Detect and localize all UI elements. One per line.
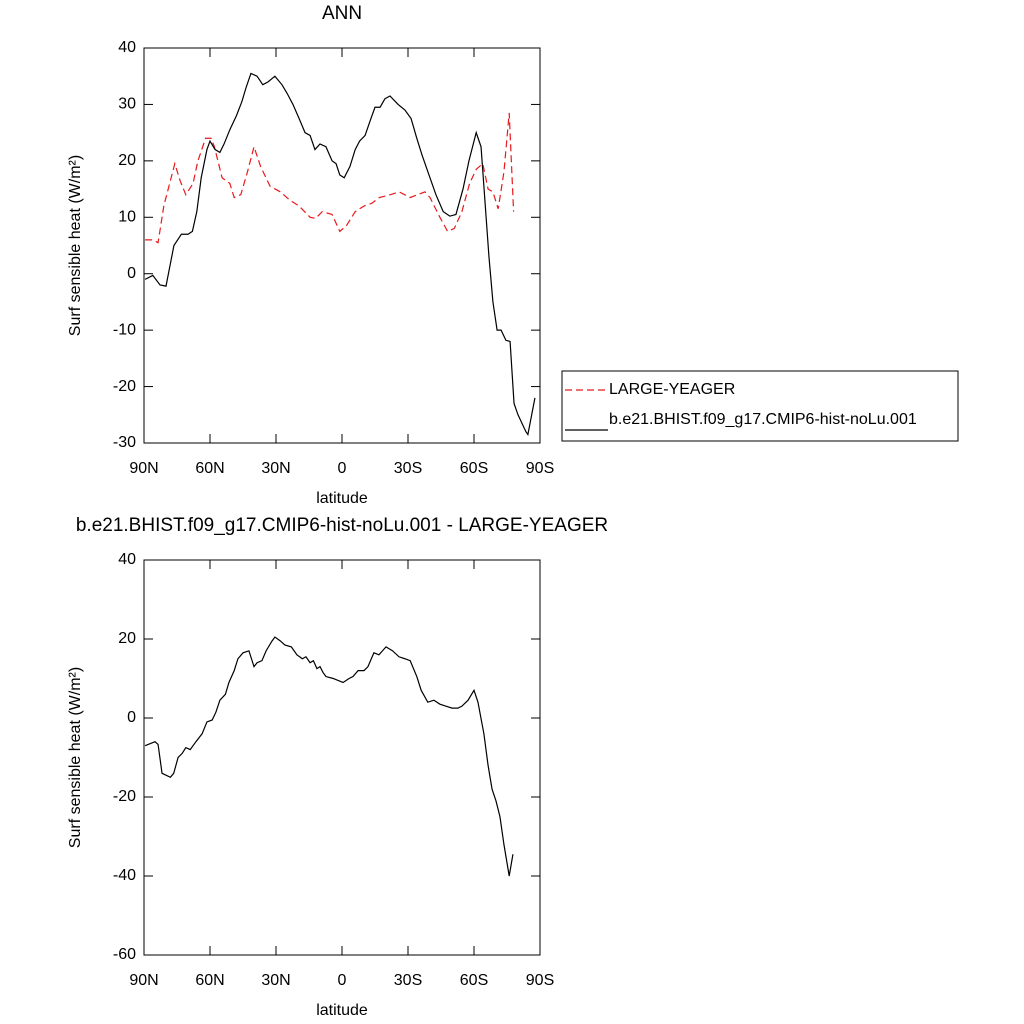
data-line — [144, 636, 514, 877]
y-tick-label: -60 — [113, 946, 136, 963]
y-tick-label: -20 — [113, 788, 136, 805]
plot-frame — [143, 47, 541, 444]
x-tick-label: 90N — [129, 972, 158, 989]
y-tick-label: 20 — [118, 152, 136, 169]
x-tick-label: 60N — [195, 972, 224, 989]
x-tick-label: 0 — [338, 972, 347, 989]
x-tick-label: 30N — [261, 460, 290, 477]
x-tick-label: 90S — [526, 972, 554, 989]
y-tick-label: 30 — [118, 96, 136, 113]
y-axis-label: Surf sensible heat (W/m²) — [67, 667, 84, 848]
y-tick-label: -10 — [113, 321, 136, 338]
x-tick-label: 0 — [338, 460, 347, 477]
x-tick-label: 30S — [394, 460, 422, 477]
data-line — [145, 112, 515, 244]
x-tick-label: 30S — [394, 972, 422, 989]
y-tick-label: 40 — [118, 551, 136, 568]
y-tick-label: -40 — [113, 867, 136, 884]
plot-frame — [143, 559, 541, 956]
x-tick-label: 30N — [261, 972, 290, 989]
x-tick-label: 90N — [129, 460, 158, 477]
y-axis-label: Surf sensible heat (W/m²) — [67, 155, 84, 336]
x-tick-label: 60S — [460, 972, 488, 989]
x-axis-label: latitude — [316, 1002, 368, 1019]
x-tick-label: 60S — [460, 460, 488, 477]
legend-box — [561, 370, 959, 442]
chart-title: ANN — [322, 3, 362, 24]
x-axis-label: latitude — [316, 490, 368, 507]
legend-label: b.e21.BHIST.f09_g17.CMIP6-hist-noLu.001 — [609, 411, 917, 428]
chart-title: b.e21.BHIST.f09_g17.CMIP6-hist-noLu.001 … — [76, 515, 608, 536]
y-tick-label: 0 — [127, 265, 136, 282]
x-tick-label: 60N — [195, 460, 224, 477]
y-tick-label: -30 — [113, 434, 136, 451]
data-line — [144, 72, 536, 437]
legend-label: LARGE-YEAGER — [609, 381, 735, 398]
y-tick-label: 40 — [118, 39, 136, 56]
y-tick-label: 0 — [127, 709, 136, 726]
y-tick-label: 20 — [118, 630, 136, 647]
y-tick-label: 10 — [118, 209, 136, 226]
x-tick-label: 90S — [526, 460, 554, 477]
y-tick-label: -20 — [113, 378, 136, 395]
